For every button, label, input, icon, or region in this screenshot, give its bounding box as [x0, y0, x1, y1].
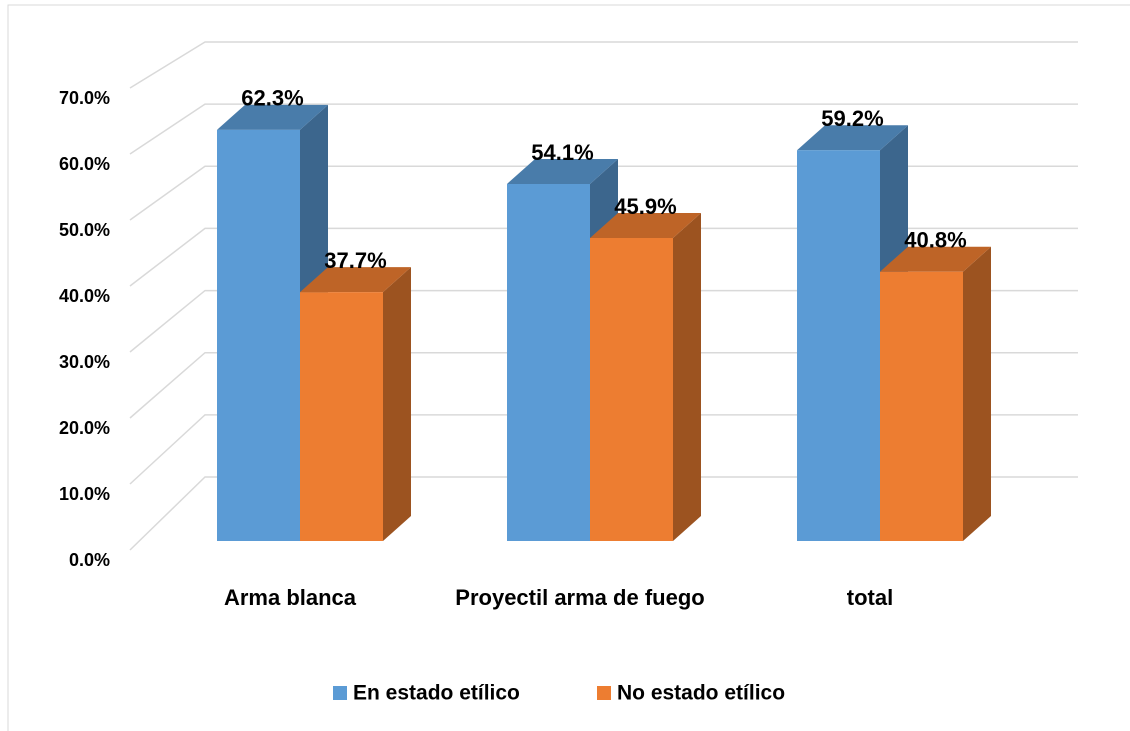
y-tick-label: 0.0% [69, 550, 110, 570]
y-tick-label: 10.0% [59, 484, 110, 504]
bar [590, 213, 701, 541]
bar-top [797, 125, 908, 151]
data-label: 40.8% [904, 228, 966, 253]
legend-label: No estado etílico [617, 682, 785, 705]
data-label: 37.7% [324, 248, 386, 273]
grid-line [129, 289, 1078, 353]
bar-front [507, 183, 590, 541]
legend-swatch [333, 686, 347, 700]
y-tick-label: 20.0% [59, 418, 110, 438]
legend-swatch [597, 686, 611, 700]
y-tick-label: 60.0% [59, 154, 110, 174]
grid-line [129, 351, 1078, 419]
bar [300, 267, 411, 541]
bar-front [300, 292, 383, 541]
bar-top [507, 158, 618, 184]
bar-front [590, 238, 673, 541]
x-tick-label: Arma blanca [223, 585, 357, 610]
y-tick-label: 70.0% [59, 88, 110, 108]
grid-line [129, 165, 1078, 221]
bar-top [880, 246, 991, 272]
grid-line [129, 227, 1078, 287]
data-label: 54.1% [531, 140, 593, 165]
grid-line [129, 41, 1078, 89]
bar-top [217, 104, 328, 130]
bar-front [217, 129, 300, 541]
y-tick-label: 40.0% [59, 286, 110, 306]
bar-front [797, 150, 880, 541]
bar-top [300, 267, 411, 293]
x-tick-label: total [846, 585, 894, 610]
data-label: 59.2% [821, 106, 883, 131]
grid-line [129, 414, 1078, 485]
bar [880, 246, 991, 541]
legend-label: En estado etílico [353, 682, 520, 705]
data-label: 62.3% [241, 86, 303, 111]
bar-top [590, 213, 701, 239]
x-tick-label: Proyectil arma de fuego [455, 585, 705, 610]
grid-line [129, 476, 1078, 551]
data-label: 45.9% [614, 194, 676, 219]
grid-line [129, 103, 1078, 155]
y-tick-label: 30.0% [59, 352, 110, 372]
bar-front [880, 271, 963, 541]
bar-side [673, 213, 701, 541]
bar-side [383, 267, 411, 541]
y-tick-label: 50.0% [59, 220, 110, 240]
chart-border [7, 4, 1130, 731]
bar-side [963, 246, 991, 541]
